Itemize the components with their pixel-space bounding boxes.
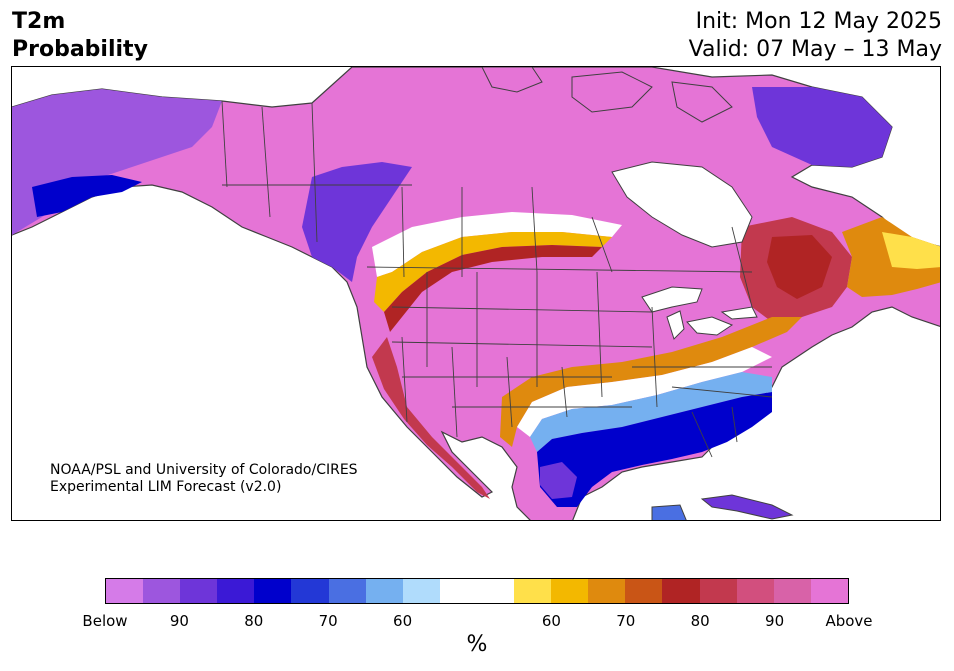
- init-date: Init: Mon 12 May 2025: [695, 9, 942, 34]
- data-credit: NOAA/PSL and University of Colorado/CIRE…: [50, 462, 358, 496]
- colorbar-tick-label: 60: [393, 612, 413, 630]
- map-panel: NOAA/PSL and University of Colorado/CIRE…: [11, 66, 941, 521]
- above-maritimes-yellow: [882, 232, 940, 269]
- colorbar-segment: [699, 579, 737, 603]
- above-red-band: [384, 245, 602, 332]
- colorbar-unit: %: [466, 632, 488, 657]
- colorbar-segment: [365, 579, 403, 603]
- colorbar-segment: [588, 579, 626, 603]
- above-northeast-core: [767, 235, 832, 299]
- above-southwest-red: [372, 337, 490, 499]
- colorbar-segment: [143, 579, 181, 603]
- colorbar-segment: [217, 579, 255, 603]
- title-line-2: Probability: [12, 37, 148, 62]
- colorbar-segment: [514, 579, 552, 603]
- great-lakes: [641, 286, 758, 340]
- neutral-band-north: [372, 212, 622, 277]
- title-line-1: T2m: [12, 9, 66, 34]
- chart-title: T2m Probability: [12, 8, 148, 64]
- colorbar-tick-label: Above: [825, 612, 873, 630]
- neutral-band-south: [517, 347, 772, 437]
- colorbar-segment: [180, 579, 218, 603]
- colorbar-segment: [254, 579, 292, 603]
- cuba: [700, 494, 794, 520]
- valid-range: Valid: 07 May – 13 May: [688, 37, 942, 62]
- below-inner-mexico: [540, 462, 577, 499]
- credit-line-2: Experimental LIM Forecast (v2.0): [50, 479, 282, 495]
- colorbar-segment: [736, 579, 774, 603]
- colorbar-tick-label: 70: [318, 612, 338, 630]
- below-region-labrador: [752, 87, 892, 167]
- colorbar-segment: [328, 579, 366, 603]
- colorbar-segment: [402, 579, 440, 603]
- colorbar-segment: [551, 579, 589, 603]
- colorbar-segment: [291, 579, 329, 603]
- colorbar-segment: [662, 579, 700, 603]
- colorbar-tick-label: Below: [82, 612, 128, 630]
- colorbar-tick-label: 90: [765, 612, 785, 630]
- forecast-dates: Init: Mon 12 May 2025 Valid: 07 May – 13…: [689, 8, 942, 64]
- yucatan-land: [651, 504, 687, 520]
- colorbar-segment: [773, 579, 811, 603]
- below-core-southeast: [537, 392, 772, 507]
- political-borders: [221, 100, 773, 458]
- colorbar-segment: [625, 579, 663, 603]
- colorbar-tick-label: 90: [169, 612, 189, 630]
- colorbar-segment: [106, 579, 144, 603]
- colorbar-segment: [476, 579, 515, 603]
- below-light-south: [530, 372, 772, 452]
- colorbar-tick-label: 80: [244, 612, 264, 630]
- probability-colorbar: [105, 578, 849, 604]
- hudson-bay: [611, 161, 753, 248]
- colorbar-tick-label: 80: [690, 612, 710, 630]
- colorbar-tick-label: 60: [541, 612, 561, 630]
- colorbar-segment: [439, 579, 477, 603]
- below-core-alaska: [32, 175, 142, 217]
- probability-map: [12, 67, 940, 520]
- arctic-islands: [481, 67, 733, 123]
- below-region-bc: [302, 162, 412, 282]
- above-transition-north: [374, 232, 612, 312]
- colorbar-segment: [810, 579, 848, 603]
- credit-line-1: NOAA/PSL and University of Colorado/CIRE…: [50, 462, 358, 478]
- above-transition-south: [500, 317, 802, 447]
- colorbar-tick-label: 70: [616, 612, 636, 630]
